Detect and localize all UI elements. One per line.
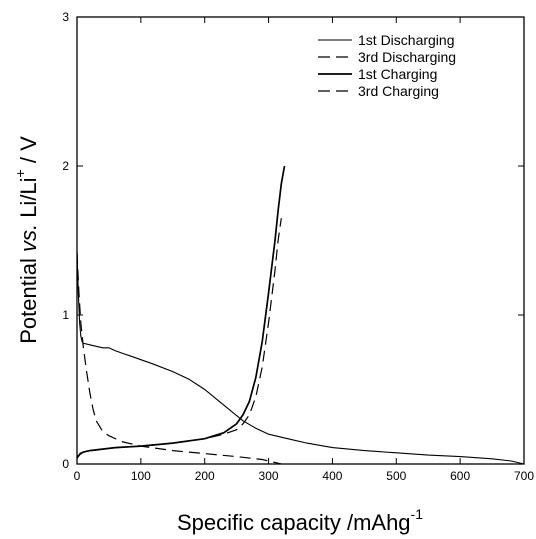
x-axis-title: Specific capacity /mAhg-1 (177, 506, 423, 535)
y-tick-label: 3 (62, 10, 69, 24)
legend-label-1: 1st Discharging (358, 32, 455, 48)
x-tick-label: 300 (259, 469, 279, 483)
x-axis-title-main: Specific capacity /mAhg (177, 510, 411, 535)
x-tick-label: 500 (386, 469, 406, 483)
y-tick-label: 2 (62, 159, 69, 173)
series-line-4 (77, 218, 281, 456)
axis-ticks (77, 17, 524, 464)
axis-tick-labels: 0 100 200 300 400 500 600 700 0 1 2 3 (62, 10, 534, 483)
y-tick-label: 0 (62, 457, 69, 471)
x-tick-label: 400 (322, 469, 342, 483)
x-tick-label: 200 (195, 469, 215, 483)
series-line-3 (77, 166, 285, 458)
x-tick-label: 600 (450, 469, 470, 483)
legend-label-4: 3rd Charging (358, 83, 439, 99)
x-tick-label: 0 (74, 469, 81, 483)
x-tick-label: 700 (514, 469, 534, 483)
series-line-1 (77, 252, 524, 464)
series-lines (77, 166, 524, 464)
x-axis-title-sup: -1 (411, 506, 424, 522)
y-axis-title-mid: Li/Li (16, 177, 41, 223)
y-axis-title: Potential vs. Li/Li+ / V (12, 136, 41, 344)
series-line-2 (77, 252, 281, 464)
x-tick-label: 100 (131, 469, 151, 483)
y-axis-title-italic: vs. (16, 224, 41, 252)
plot-frame (77, 17, 524, 464)
legend-label-2: 3rd Discharging (358, 49, 456, 65)
y-axis-title-pre: Potential (16, 252, 41, 344)
legend-label-3: 1st Charging (358, 66, 437, 82)
y-axis-title-post: / V (16, 136, 41, 169)
y-axis-title-sup: + (12, 169, 28, 177)
y-tick-label: 1 (62, 308, 69, 322)
